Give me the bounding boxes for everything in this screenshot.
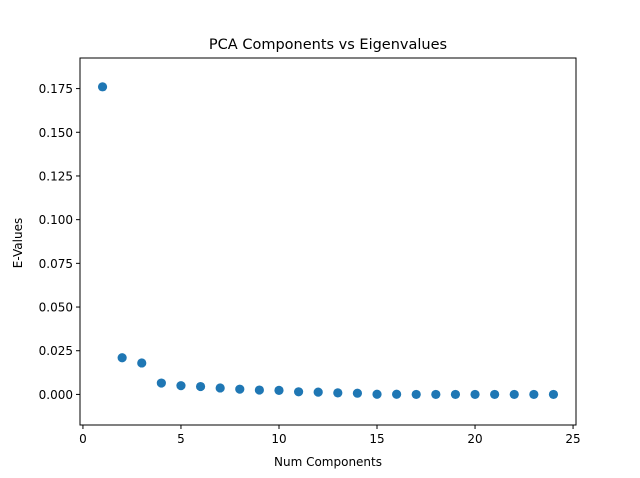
data-point xyxy=(490,389,500,400)
data-point xyxy=(529,389,539,400)
data-point xyxy=(215,383,225,393)
y-tick-label: 0.075 xyxy=(39,257,73,271)
data-point xyxy=(235,384,245,394)
plot-area xyxy=(79,57,577,426)
data-point xyxy=(137,358,147,368)
data-point xyxy=(333,388,343,398)
data-point xyxy=(254,385,264,395)
data-point xyxy=(117,353,127,363)
data-point xyxy=(176,381,186,391)
data-point xyxy=(195,381,206,392)
y-tick-label: 0.150 xyxy=(39,126,73,140)
data-point xyxy=(313,387,323,397)
data-point xyxy=(411,389,421,400)
x-tick-label: 5 xyxy=(177,432,185,446)
y-tick-label: 0.050 xyxy=(39,301,73,315)
chart-title: PCA Components vs Eigenvalues xyxy=(209,37,447,53)
data-point xyxy=(470,389,480,400)
axes-frame xyxy=(79,57,577,426)
y-axis: 0.000 0.025 0.050 0.075 0.100 0.125 0.150 0.175 xyxy=(39,82,80,402)
x-tick-label: 15 xyxy=(369,432,384,446)
x-axis: 0 5 10 15 20 25 xyxy=(79,425,581,446)
data-point xyxy=(548,389,559,400)
y-tick-label: 0.000 xyxy=(39,388,73,402)
data-point xyxy=(509,389,519,400)
data-point xyxy=(156,378,166,388)
data-point xyxy=(372,389,382,399)
y-tick-label: 0.175 xyxy=(39,82,73,96)
x-axis-label: Num Components xyxy=(274,455,382,469)
data-point xyxy=(352,388,363,398)
data-point xyxy=(97,82,108,92)
y-tick-label: 0.025 xyxy=(39,344,73,358)
x-tick-label: 10 xyxy=(271,432,286,446)
data-point xyxy=(450,389,461,400)
x-tick-label: 25 xyxy=(565,432,580,446)
y-axis-label: E-Values xyxy=(11,218,25,268)
data-point xyxy=(293,387,304,397)
x-tick-label: 0 xyxy=(79,432,87,446)
data-points xyxy=(97,82,559,400)
data-point xyxy=(392,389,402,399)
data-point xyxy=(431,389,441,400)
y-tick-label: 0.100 xyxy=(39,213,73,227)
y-tick-label: 0.125 xyxy=(39,169,73,183)
data-point xyxy=(274,385,284,395)
x-tick-label: 20 xyxy=(467,432,482,446)
